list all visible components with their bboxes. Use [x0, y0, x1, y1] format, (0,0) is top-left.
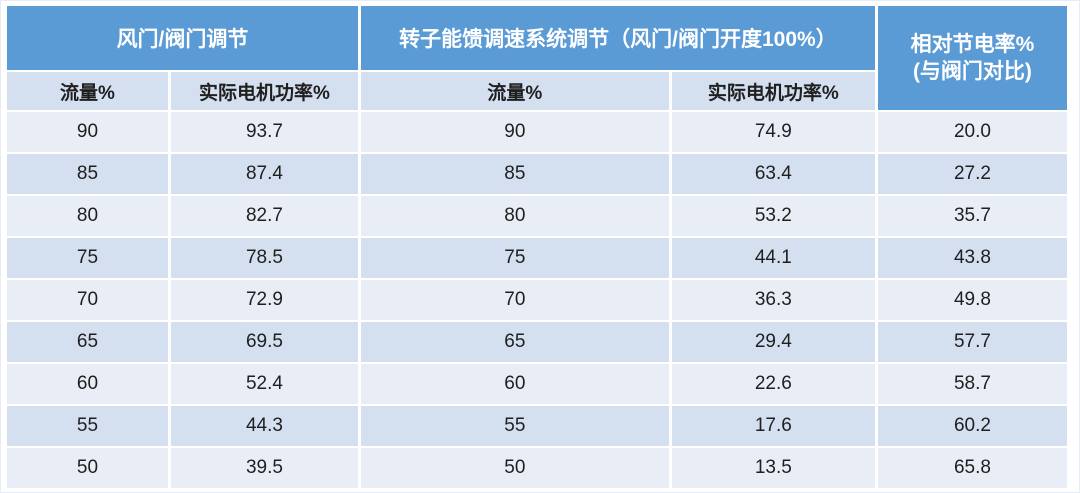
savings-cell: 58.7 — [877, 364, 1067, 404]
header-damper-valve-group: 风门/阀门调节 — [7, 6, 358, 70]
energy-saving-comparison-table: 风门/阀门调节 转子能馈调速系统调节（风门/阀门开度100%） 相对节电率% (… — [4, 4, 1070, 490]
table-row: 50 39.5 50 13.5 65.8 — [7, 448, 1067, 488]
valve-flow-cell: 50 — [7, 448, 168, 488]
rotor-power-cell: 74.9 — [671, 112, 875, 152]
rotor-power-cell: 53.2 — [671, 196, 875, 236]
table-row: 80 82.7 80 53.2 35.7 — [7, 196, 1067, 236]
valve-flow-cell: 90 — [7, 112, 168, 152]
rotor-power-cell: 22.6 — [671, 364, 875, 404]
valve-flow-cell: 85 — [7, 154, 168, 194]
table-row: 90 93.7 90 74.9 20.0 — [7, 112, 1067, 152]
savings-cell: 49.8 — [877, 280, 1067, 320]
valve-power-cell: 93.7 — [170, 112, 358, 152]
rotor-flow-cell: 75 — [360, 238, 669, 278]
valve-flow-cell: 65 — [7, 322, 168, 362]
valve-flow-cell: 75 — [7, 238, 168, 278]
savings-cell: 27.2 — [877, 154, 1067, 194]
rotor-flow-cell: 60 — [360, 364, 669, 404]
header-relative-savings-line2: (与阀门对比) — [912, 60, 1032, 83]
valve-power-cell: 82.7 — [170, 196, 358, 236]
valve-power-cell: 72.9 — [170, 280, 358, 320]
savings-cell: 57.7 — [877, 322, 1067, 362]
rotor-power-cell: 17.6 — [671, 406, 875, 446]
savings-cell: 43.8 — [877, 238, 1067, 278]
rotor-flow-cell: 65 — [360, 322, 669, 362]
table-row: 60 52.4 60 22.6 58.7 — [7, 364, 1067, 404]
valve-power-cell: 87.4 — [170, 154, 358, 194]
header-rotor-system-group: 转子能馈调速系统调节（风门/阀门开度100%） — [360, 6, 875, 70]
rotor-power-cell: 29.4 — [671, 322, 875, 362]
subheader-valve-flow: 流量% — [7, 72, 168, 110]
rotor-power-cell: 44.1 — [671, 238, 875, 278]
rotor-flow-cell: 70 — [360, 280, 669, 320]
rotor-flow-cell: 90 — [360, 112, 669, 152]
valve-power-cell: 69.5 — [170, 322, 358, 362]
rotor-power-cell: 13.5 — [671, 448, 875, 488]
valve-flow-cell: 55 — [7, 406, 168, 446]
valve-power-cell: 52.4 — [170, 364, 358, 404]
valve-flow-cell: 60 — [7, 364, 168, 404]
subheader-valve-power: 实际电机功率% — [170, 72, 358, 110]
rotor-flow-cell: 85 — [360, 154, 669, 194]
table-row: 55 44.3 55 17.6 60.2 — [7, 406, 1067, 446]
rotor-power-cell: 36.3 — [671, 280, 875, 320]
header-relative-savings: 相对节电率% (与阀门对比) — [877, 6, 1067, 110]
valve-power-cell: 39.5 — [170, 448, 358, 488]
savings-cell: 20.0 — [877, 112, 1067, 152]
table-row: 85 87.4 85 63.4 27.2 — [7, 154, 1067, 194]
savings-cell: 65.8 — [877, 448, 1067, 488]
valve-power-cell: 78.5 — [170, 238, 358, 278]
valve-power-cell: 44.3 — [170, 406, 358, 446]
table-header: 风门/阀门调节 转子能馈调速系统调节（风门/阀门开度100%） 相对节电率% (… — [7, 6, 1067, 110]
rotor-flow-cell: 55 — [360, 406, 669, 446]
savings-cell: 35.7 — [877, 196, 1067, 236]
header-relative-savings-line1: 相对节电率% — [910, 32, 1035, 56]
valve-flow-cell: 80 — [7, 196, 168, 236]
header-sub-row: 流量% 实际电机功率% 流量% 实际电机功率% — [7, 72, 1067, 110]
rotor-power-cell: 63.4 — [671, 154, 875, 194]
subheader-rotor-power: 实际电机功率% — [671, 72, 875, 110]
subheader-rotor-flow: 流量% — [360, 72, 669, 110]
rotor-flow-cell: 50 — [360, 448, 669, 488]
table-body: 90 93.7 90 74.9 20.0 85 87.4 85 63.4 27.2 80 82.7 80… — [7, 112, 1067, 488]
valve-flow-cell: 70 — [7, 280, 168, 320]
table-row: 75 78.5 75 44.1 43.8 — [7, 238, 1067, 278]
table-row: 70 72.9 70 36.3 49.8 — [7, 280, 1067, 320]
savings-cell: 60.2 — [877, 406, 1067, 446]
rotor-flow-cell: 80 — [360, 196, 669, 236]
header-group-row: 风门/阀门调节 转子能馈调速系统调节（风门/阀门开度100%） 相对节电率% (… — [7, 6, 1067, 110]
table-row: 65 69.5 65 29.4 57.7 — [7, 322, 1067, 362]
